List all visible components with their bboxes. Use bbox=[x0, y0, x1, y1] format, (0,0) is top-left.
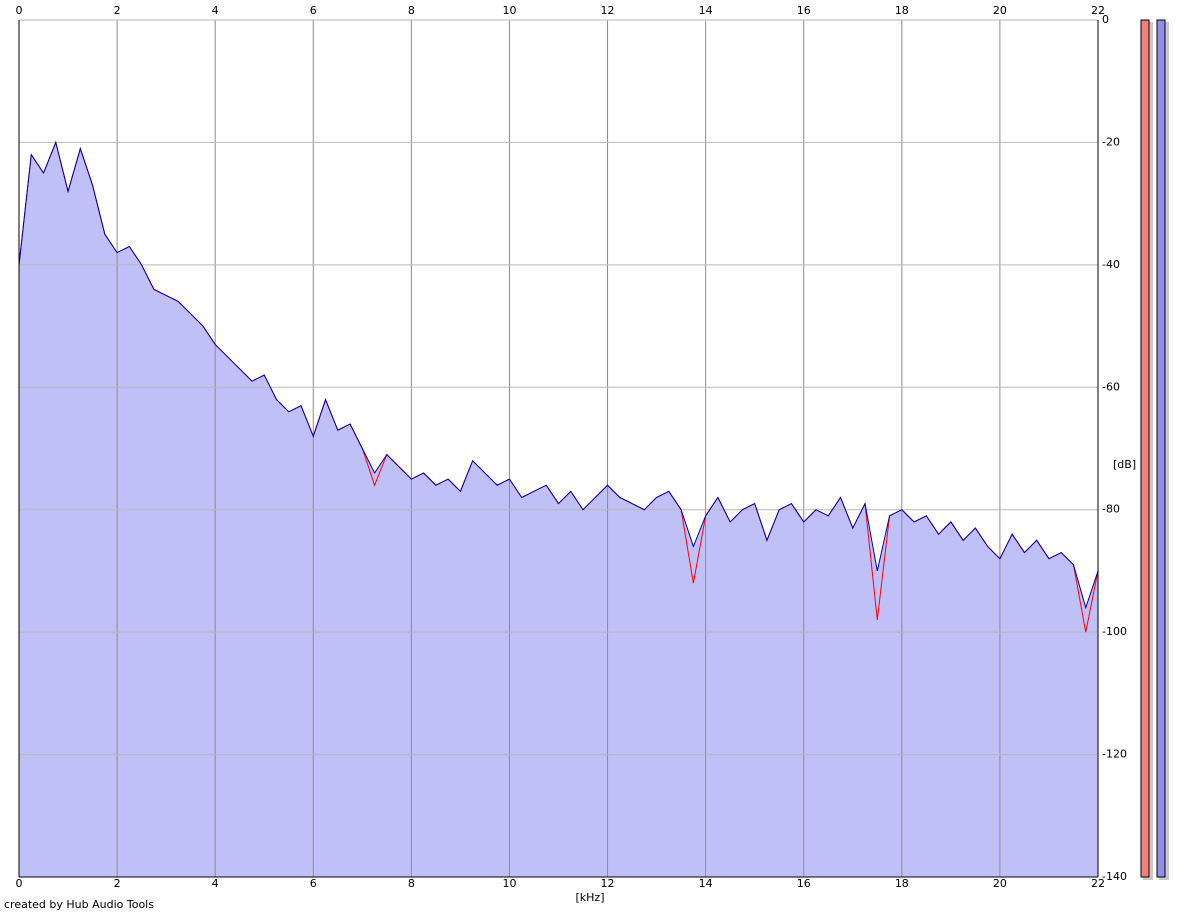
x-tick-label: 16 bbox=[797, 4, 811, 17]
level-meter-right bbox=[1156, 19, 1166, 878]
x-tick-label: 20 bbox=[993, 4, 1007, 17]
x-tick-label: 10 bbox=[502, 4, 516, 17]
y-tick-label: -120 bbox=[1102, 748, 1127, 761]
x-tick-label: 0 bbox=[16, 4, 23, 17]
y-tick-label: 0 bbox=[1102, 13, 1109, 26]
y-tick-label: -140 bbox=[1102, 870, 1127, 883]
x-tick-label: 8 bbox=[408, 877, 415, 890]
x-tick-label: 18 bbox=[895, 4, 909, 17]
x-tick-label: 14 bbox=[699, 4, 713, 17]
x-tick-label: 2 bbox=[114, 4, 121, 17]
x-tick-label: 12 bbox=[601, 4, 615, 17]
x-tick-label: 8 bbox=[408, 4, 415, 17]
x-tick-label: 4 bbox=[212, 4, 219, 17]
y-tick-label: -40 bbox=[1102, 258, 1120, 271]
x-tick-label: 16 bbox=[797, 877, 811, 890]
x-tick-label: 6 bbox=[310, 877, 317, 890]
x-tick-label: 14 bbox=[699, 877, 713, 890]
x-tick-label: 22 bbox=[1091, 877, 1105, 890]
x-axis-label: [kHz] bbox=[576, 891, 605, 904]
x-tick-label: 22 bbox=[1091, 4, 1105, 17]
spectrum-line bbox=[18, 140, 1099, 610]
y-tick-label: -100 bbox=[1102, 625, 1127, 638]
x-tick-label: 4 bbox=[212, 877, 219, 890]
x-tick-label: 20 bbox=[993, 877, 1007, 890]
y-tick-label: -60 bbox=[1102, 380, 1120, 393]
x-tick-label: 10 bbox=[502, 877, 516, 890]
x-tick-label: 2 bbox=[114, 877, 121, 890]
footer: created by Hub Audio Tools bbox=[4, 898, 154, 911]
y-axis-label: [dB] bbox=[1113, 458, 1136, 471]
y-tick-label: -80 bbox=[1102, 503, 1120, 516]
x-tick-label: 12 bbox=[601, 877, 615, 890]
level-meter-left bbox=[1140, 19, 1150, 878]
x-tick-label: 6 bbox=[310, 4, 317, 17]
x-tick-label: 0 bbox=[16, 877, 23, 890]
y-tick-label: -20 bbox=[1102, 135, 1120, 148]
x-tick-label: 18 bbox=[895, 877, 909, 890]
